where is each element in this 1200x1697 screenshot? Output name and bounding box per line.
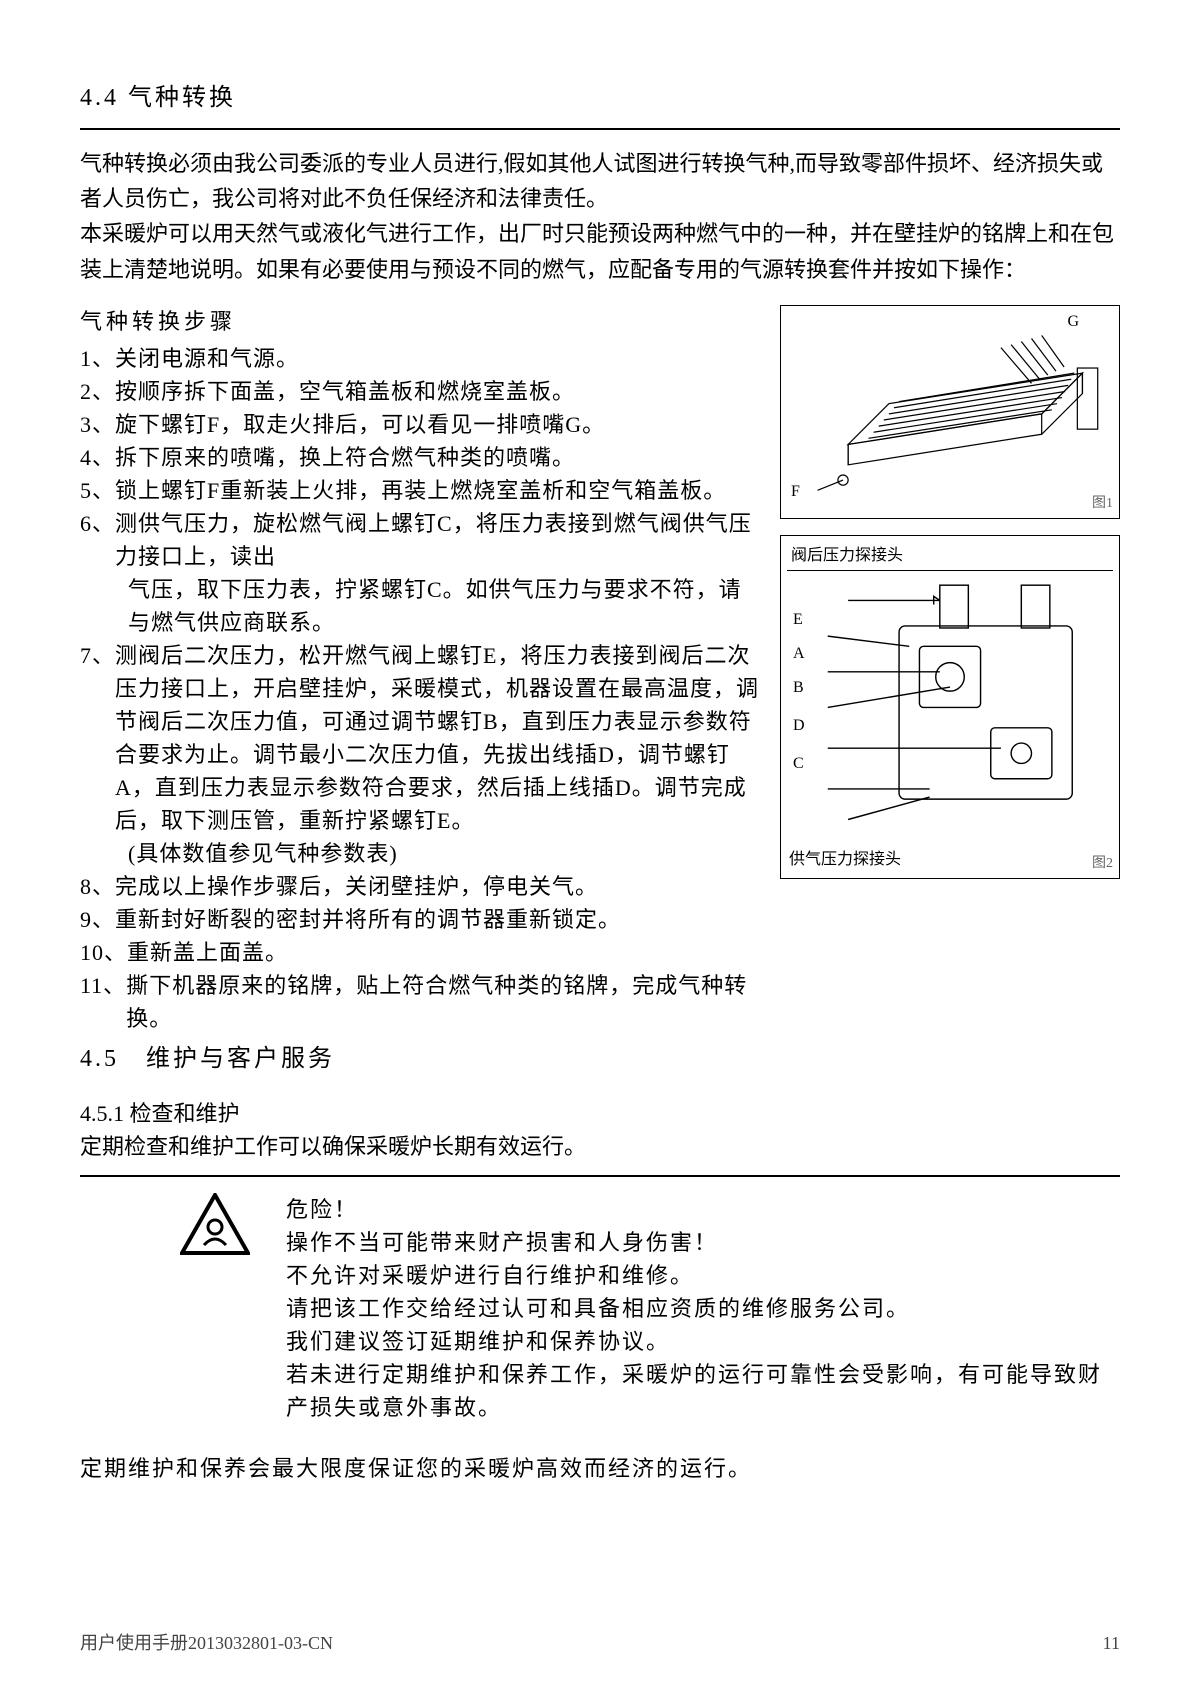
- warning-line: 请把该工作交给经过认可和具备相应资质的维修服务公司。: [286, 1292, 1120, 1325]
- step-item: 8、完成以上操作步骤后，关闭壁挂炉，停电关气。: [80, 870, 764, 903]
- horizontal-rule: [80, 128, 1120, 130]
- step-text: 测阀后二次压力，松开燃气阀上螺钉E，将压力表接到阀后二次压力接口上，开启壁挂炉，…: [115, 639, 764, 837]
- step-item: 1、关闭电源和气源。: [80, 342, 764, 375]
- step-text: 按顺序拆下面盖，空气箱盖板和燃烧室盖板。: [115, 375, 764, 408]
- step-number: 9、: [80, 903, 115, 936]
- step-item: 11、撕下机器原来的铭牌，贴上符合燃气种类的铭牌，完成气种转换。: [80, 969, 764, 1035]
- step-item: 3、旋下螺钉F，取走火排后，可以看见一排喷嘴G。: [80, 408, 764, 441]
- step-item: 2、按顺序拆下面盖，空气箱盖板和燃烧室盖板。: [80, 375, 764, 408]
- figure-1-label-f: F: [791, 480, 800, 504]
- section-number: 4.4: [80, 85, 119, 111]
- step-number: 7、: [80, 639, 115, 837]
- warning-text: 危险！ 操作不当可能带来财产损害和人身伤害！ 不允许对采暖炉进行自行维护和维修。…: [286, 1193, 1120, 1424]
- step-text: 旋下螺钉F，取走火排后，可以看见一排喷嘴G。: [115, 408, 764, 441]
- figure-1: F G 图1: [780, 305, 1120, 519]
- section-title-text: 维护与客户服务: [146, 1046, 335, 1072]
- step-text: 完成以上操作步骤后，关闭壁挂炉，停电关气。: [115, 870, 764, 903]
- horizontal-rule: [80, 1175, 1120, 1177]
- figure-2-svg: [787, 575, 1113, 840]
- figure-1-caption: 图1: [1092, 493, 1113, 514]
- figure-1-svg: [787, 312, 1113, 506]
- figure-2-caption: 图2: [1092, 853, 1113, 874]
- figures-column: F G 图1 阀后压力探接头: [780, 305, 1120, 1035]
- danger-icon: [180, 1193, 250, 1255]
- step-number: 11、: [80, 969, 126, 1035]
- step-text: 拆下原来的喷嘴，换上符合燃气种类的喷嘴。: [115, 441, 764, 474]
- figure-2: 阀后压力探接头: [780, 535, 1120, 879]
- step-item: 7、测阀后二次压力，松开燃气阀上螺钉E，将压力表接到阀后二次压力接口上，开启壁挂…: [80, 639, 764, 837]
- step-item: 4、拆下原来的喷嘴，换上符合燃气种类的喷嘴。: [80, 441, 764, 474]
- step-text: 重新封好断裂的密封并将所有的调节器重新锁定。: [115, 903, 764, 936]
- section-number: 4.5: [80, 1046, 119, 1072]
- section-4-5-1-heading: 4.5.1 检查和维护: [80, 1097, 1120, 1130]
- intro-paragraphs: 气种转换必须由我公司委派的专业人员进行,假如其他人试图进行转换气种,而导致零部件…: [80, 146, 1120, 287]
- step-number: 10、: [80, 936, 127, 969]
- warning-line: 若未进行定期维护和保养工作，采暖炉的运行可靠性会受影响，有可能导致财产损失或意外…: [286, 1358, 1120, 1424]
- figure-2-pin-c: C: [793, 752, 804, 776]
- steps-list: 1、关闭电源和气源。2、按顺序拆下面盖，空气箱盖板和燃烧室盖板。3、旋下螺钉F，…: [80, 342, 764, 1035]
- step-text: 关闭电源和气源。: [115, 342, 764, 375]
- step-number: 6、: [80, 507, 115, 573]
- section-4-4-heading: 4.4 气种转换: [80, 80, 1120, 116]
- step-text: 重新盖上面盖。: [127, 936, 764, 969]
- step-item: 5、锁上螺钉F重新装上火排，再装上燃烧室盖析和空气箱盖板。: [80, 474, 764, 507]
- figure-2-pin-a: A: [793, 642, 805, 666]
- step-item: 9、重新封好断裂的密封并将所有的调节器重新锁定。: [80, 903, 764, 936]
- intro-line: 气种转换必须由我公司委派的专业人员进行,假如其他人试图进行转换气种,而导致零部件…: [80, 146, 1120, 216]
- warning-heading: 危险！: [286, 1193, 1120, 1226]
- figure-2-top-label: 阀后压力探接头: [787, 542, 1113, 571]
- step-number: 8、: [80, 870, 115, 903]
- figure-1-label-g: G: [1067, 310, 1079, 334]
- manual-page: 4.4 气种转换 气种转换必须由我公司委派的专业人员进行,假如其他人试图进行转换…: [0, 0, 1200, 1697]
- closing-line: 定期维护和保养会最大限度保证您的采暖炉高效而经济的运行。: [80, 1452, 1120, 1485]
- page-footer: 用户使用手册2013032801-03-CN 11: [80, 1630, 1120, 1657]
- footer-left: 用户使用手册2013032801-03-CN: [80, 1630, 333, 1657]
- step-number: 3、: [80, 408, 115, 441]
- intro-line: 本采暖炉可以用天然气或液化气进行工作，出厂时只能预设两种燃气中的一种，并在壁挂炉…: [80, 216, 1120, 286]
- step-number: 1、: [80, 342, 115, 375]
- step-item: 6、测供气压力，旋松燃气阀上螺钉C，将压力表接到燃气阀供气压力接口上，读出: [80, 507, 764, 573]
- section-4-5-heading: 4.5 维护与客户服务: [80, 1041, 1120, 1077]
- section-title-text: 气种转换: [128, 85, 236, 111]
- step-sub-line: 气压，取下压力表，拧紧螺钉C。如供气压力与要求不符，请与燃气供应商联系。: [80, 573, 764, 639]
- steps-column: 气种转换步骤 1、关闭电源和气源。2、按顺序拆下面盖，空气箱盖板和燃烧室盖板。3…: [80, 305, 764, 1035]
- body-two-column: 气种转换步骤 1、关闭电源和气源。2、按顺序拆下面盖，空气箱盖板和燃烧室盖板。3…: [80, 305, 1120, 1035]
- warning-block: 危险！ 操作不当可能带来财产损害和人身伤害！ 不允许对采暖炉进行自行维护和维修。…: [80, 1193, 1120, 1424]
- step-sub-line: (具体数值参见气种参数表): [80, 837, 764, 870]
- warning-line: 操作不当可能带来财产损害和人身伤害！: [286, 1226, 1120, 1259]
- figure-2-pin-b: B: [793, 676, 804, 700]
- figure-2-pin-e: E: [793, 608, 803, 632]
- figure-2-bottom-label: 供气压力探接头: [789, 848, 901, 872]
- step-text: 锁上螺钉F重新装上火排，再装上燃烧室盖析和空气箱盖板。: [115, 474, 764, 507]
- footer-page-number: 11: [1103, 1630, 1120, 1657]
- subsection-number: 4.5.1: [80, 1101, 124, 1126]
- subsection-title: 检查和维护: [130, 1101, 240, 1126]
- step-number: 4、: [80, 441, 115, 474]
- step-text: 测供气压力，旋松燃气阀上螺钉C，将压力表接到燃气阀供气压力接口上，读出: [115, 507, 764, 573]
- warning-line: 不允许对采暖炉进行自行维护和维修。: [286, 1259, 1120, 1292]
- steps-title: 气种转换步骤: [80, 305, 764, 338]
- section-4-5-1-line: 定期检查和维护工作可以确保采暖炉长期有效运行。: [80, 1130, 1120, 1163]
- step-text: 撕下机器原来的铭牌，贴上符合燃气种类的铭牌，完成气种转换。: [126, 969, 764, 1035]
- step-number: 2、: [80, 375, 115, 408]
- step-number: 5、: [80, 474, 115, 507]
- step-item: 10、重新盖上面盖。: [80, 936, 764, 969]
- warning-line: 我们建议签订延期维护和保养协议。: [286, 1325, 1120, 1358]
- figure-2-pin-d: D: [793, 714, 805, 738]
